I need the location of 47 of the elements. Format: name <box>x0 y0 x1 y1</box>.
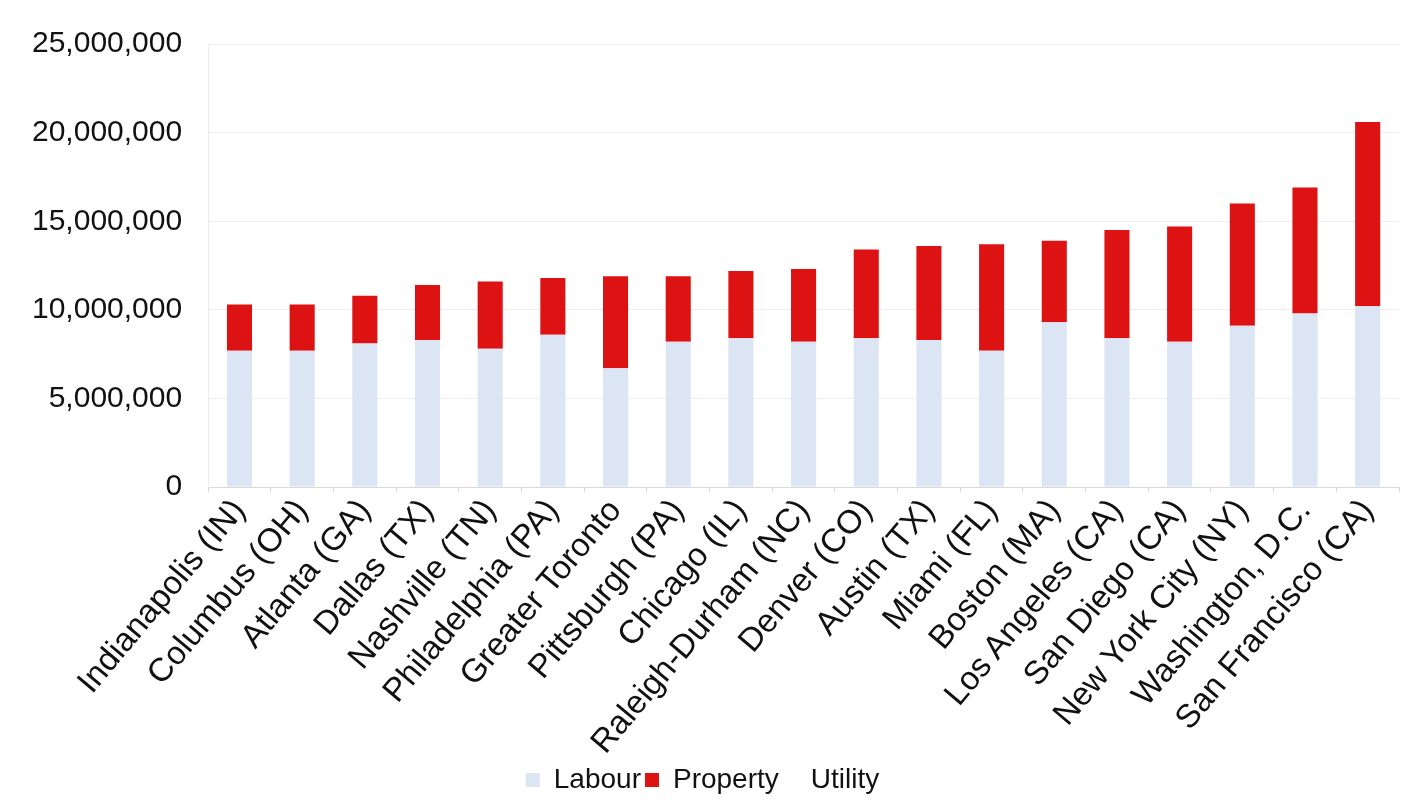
bar <box>540 277 566 335</box>
bar <box>979 350 1005 487</box>
bar <box>352 343 378 487</box>
bar <box>853 249 879 339</box>
bar <box>1292 187 1318 314</box>
bar <box>916 340 942 487</box>
bar <box>226 304 253 351</box>
y-tick-label: 5,000,000 <box>48 379 183 413</box>
bar <box>1104 338 1130 487</box>
legend-label: Property <box>672 762 779 794</box>
bar <box>916 246 942 340</box>
bar <box>1355 121 1381 307</box>
bar <box>477 348 503 487</box>
bar <box>289 350 315 487</box>
bar <box>603 368 629 487</box>
bar <box>791 269 817 342</box>
bar <box>979 244 1005 351</box>
bar <box>1167 226 1193 342</box>
bar <box>414 285 441 340</box>
bar <box>603 276 629 369</box>
bar <box>728 338 754 487</box>
y-tick-label: 15,000,000 <box>31 202 183 236</box>
bar <box>853 338 879 487</box>
bar <box>728 270 754 339</box>
bar <box>352 295 378 344</box>
bar <box>1229 203 1255 326</box>
y-tick-label: 10,000,000 <box>31 291 183 325</box>
y-tick-label: 0 <box>165 468 183 502</box>
bar <box>1292 313 1318 487</box>
text: Utility <box>810 762 880 794</box>
bar <box>1041 322 1067 487</box>
bar <box>477 281 503 349</box>
bar <box>289 304 315 351</box>
bar <box>1229 325 1255 487</box>
bar <box>665 276 691 342</box>
bar <box>226 350 253 487</box>
y-tick-label: 20,000,000 <box>31 113 183 147</box>
bar <box>414 340 441 487</box>
bar <box>1041 240 1067 323</box>
bar <box>1355 306 1381 487</box>
bar <box>540 334 566 487</box>
legend-label: Labour <box>553 762 641 794</box>
bar <box>1104 230 1130 339</box>
bar <box>1167 341 1193 487</box>
bar <box>791 341 817 487</box>
bar <box>665 341 691 487</box>
y-tick-label: 25,000,000 <box>31 25 183 59</box>
